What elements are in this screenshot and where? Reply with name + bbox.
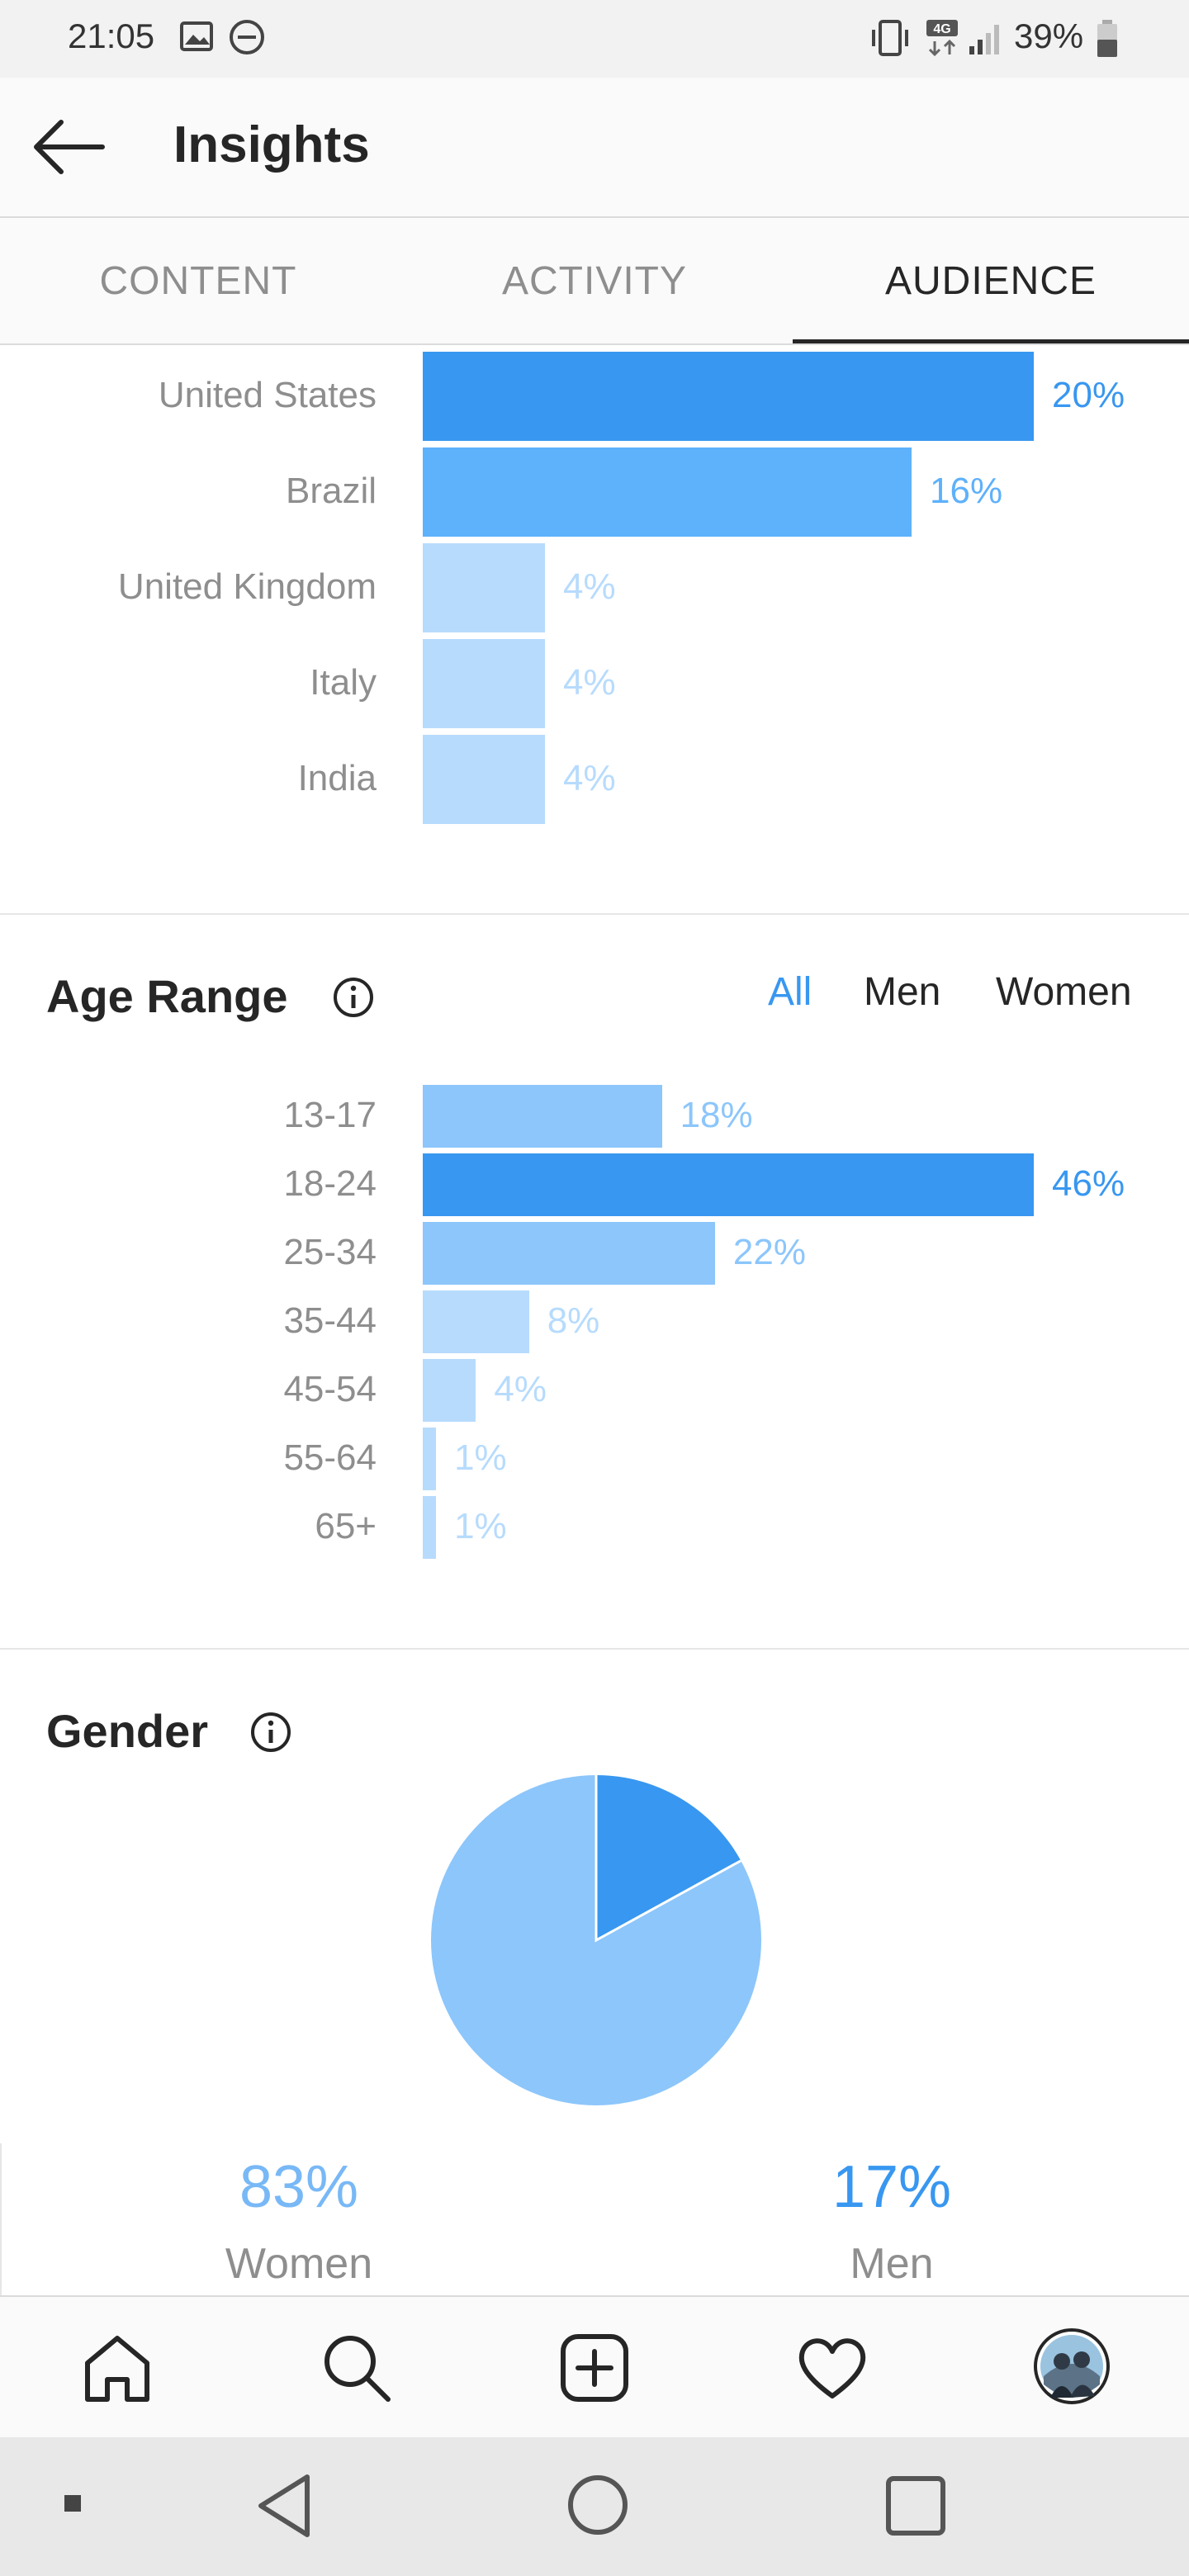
new-post-icon[interactable] <box>557 2330 632 2406</box>
bar <box>423 1496 437 1559</box>
bar <box>423 735 545 824</box>
arrow-left-icon[interactable] <box>31 114 106 180</box>
bar <box>423 1428 437 1490</box>
bar-label: United States <box>158 375 377 415</box>
home-circle[interactable] <box>566 2474 629 2536</box>
bar-value-label: 8% <box>547 1300 600 1341</box>
bar <box>423 1222 715 1285</box>
bar <box>423 639 545 728</box>
bar <box>423 1290 529 1353</box>
gender-title: Gender <box>46 1705 209 1757</box>
status-time: 21:05 <box>68 17 155 55</box>
insights-tabs: CONTENT ACTIVITY AUDIENCE <box>0 218 1189 345</box>
women-label: Women <box>225 2240 373 2288</box>
activity-heart-icon[interactable] <box>794 2330 870 2406</box>
info-icon[interactable] <box>249 1711 292 1754</box>
app-bar: Insights <box>0 78 1189 218</box>
gender-pie-chart <box>431 1775 761 2105</box>
tab-audience[interactable]: AUDIENCE <box>884 258 1097 303</box>
bar <box>423 1359 476 1422</box>
bar-value-label: 4% <box>494 1369 547 1409</box>
men-label: Men <box>850 2240 934 2288</box>
tab-content[interactable]: CONTENT <box>99 258 297 303</box>
age-filter-all[interactable]: All <box>768 970 812 1014</box>
vibrate-icon <box>872 20 908 56</box>
bar-label: 25-34 <box>283 1232 377 1272</box>
bottom-navigation <box>0 2295 1189 2439</box>
search-icon[interactable] <box>319 2330 395 2406</box>
bar <box>423 1085 662 1148</box>
age-range-title: Age Range <box>46 970 288 1022</box>
bar-label: Italy <box>310 662 377 703</box>
bar <box>423 352 1034 441</box>
status-bar: 21:05 4G 39% <box>0 0 1189 78</box>
system-navigation-bar <box>0 2437 1189 2576</box>
bar-value-label: 1% <box>454 1437 507 1478</box>
bar-value-label: 1% <box>454 1506 507 1546</box>
image-icon <box>180 21 213 51</box>
bar-value-label: 46% <box>1052 1163 1125 1204</box>
bar-label: 65+ <box>315 1506 377 1546</box>
women-percent: 83% <box>239 2154 359 2220</box>
pie-slice-men <box>596 1775 741 1940</box>
do-not-disturb-icon <box>230 20 264 54</box>
bar-label: 55-64 <box>283 1437 377 1478</box>
profile-avatar[interactable] <box>1032 2327 1111 2406</box>
bar-label: 13-17 <box>283 1095 377 1135</box>
battery-icon <box>1097 20 1117 57</box>
active-tab-indicator <box>793 339 1189 343</box>
pie-slice-separator <box>594 1775 741 1943</box>
men-percent: 17% <box>831 2154 952 2220</box>
age-filter-men[interactable]: Men <box>864 970 941 1014</box>
bar-value-label: 16% <box>930 471 1003 511</box>
bar-value-label: 4% <box>563 566 616 607</box>
bar-label: United Kingdom <box>117 566 377 607</box>
signal-icon <box>969 25 999 54</box>
section-edge <box>0 2143 2 2295</box>
bar-value-label: 18% <box>680 1095 753 1135</box>
age-filter-women[interactable]: Women <box>996 970 1132 1014</box>
bar-value-label: 4% <box>563 662 616 703</box>
bar-value-label: 22% <box>732 1232 806 1272</box>
bar <box>423 543 545 632</box>
bar-value-label: 20% <box>1052 375 1125 415</box>
overview-square[interactable] <box>885 2475 946 2536</box>
recent-apps-dot[interactable] <box>63 2493 83 2513</box>
4g-icon: 4G <box>926 20 958 57</box>
bar-label: 35-44 <box>283 1300 377 1341</box>
bar <box>423 447 912 537</box>
info-icon[interactable] <box>332 976 375 1019</box>
svg-text:4G: 4G <box>933 22 950 36</box>
section-divider <box>0 913 1189 915</box>
bar-label: India <box>297 758 377 798</box>
bar-label: 45-54 <box>283 1369 377 1409</box>
bar <box>423 1153 1034 1216</box>
bar-value-label: 4% <box>563 758 616 798</box>
page-title: Insights <box>173 116 370 173</box>
home-icon[interactable] <box>79 2330 155 2406</box>
tab-activity[interactable]: ACTIVITY <box>501 258 688 303</box>
bar-label: Brazil <box>285 471 377 511</box>
back-triangle[interactable] <box>253 2470 319 2541</box>
bar-label: 18-24 <box>283 1163 377 1204</box>
battery-percent: 39% <box>1014 17 1084 55</box>
section-divider <box>0 1648 1189 1650</box>
